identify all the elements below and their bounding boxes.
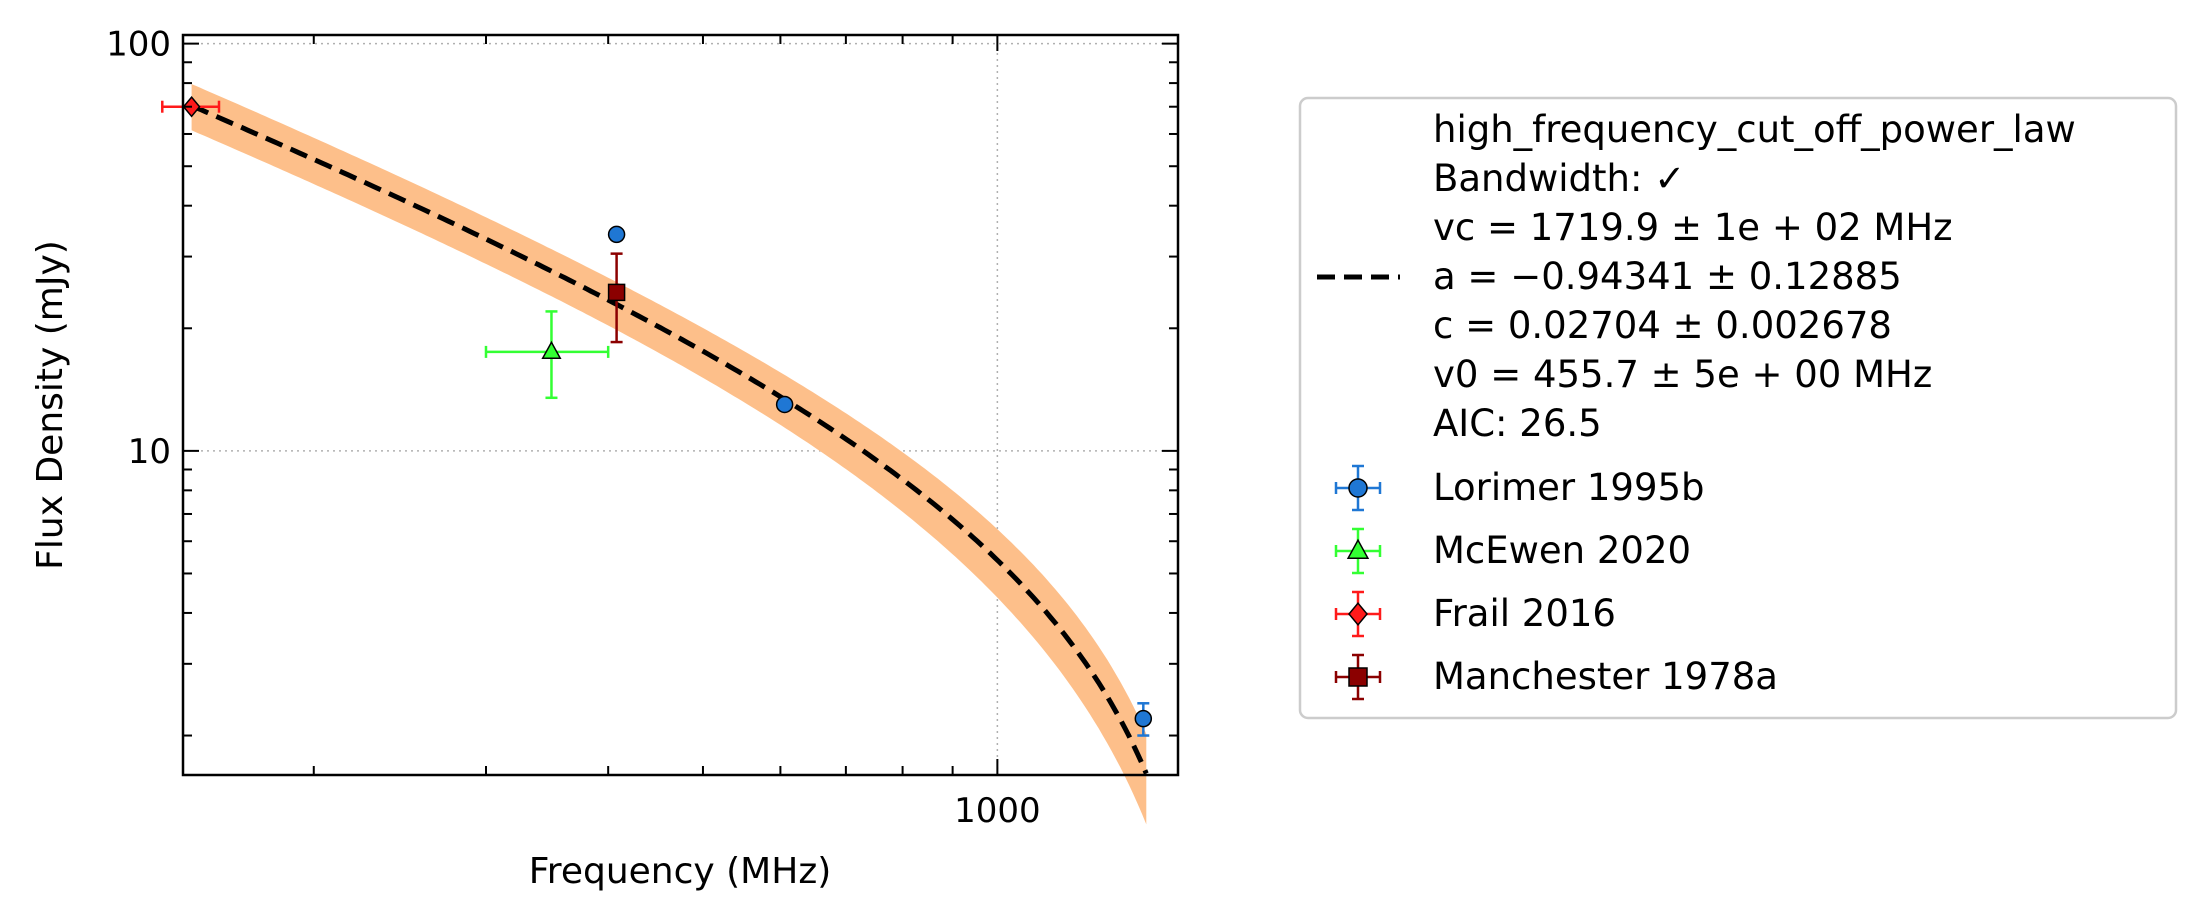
legend-frail-2016-label: Frail 2016	[1433, 592, 1616, 635]
legend-frail-2016-marker	[1348, 602, 1368, 626]
legend-fit-label-line: v0 = 455.7 ± 5e + 00 MHz	[1433, 353, 1932, 396]
legend-fit-label-line: AIC: 26.5	[1433, 402, 1602, 445]
manchester-1978a-point	[607, 283, 626, 302]
legend-fit-label-line: c = 0.02704 ± 0.002678	[1433, 304, 1892, 347]
legend-fit-label-line: a = −0.94341 ± 0.12885	[1433, 255, 1902, 298]
data-points	[161, 95, 1153, 737]
y-tick-label: 100	[106, 25, 171, 65]
lorimer-1995b-point	[607, 225, 626, 244]
plot-frame	[181, 33, 1180, 777]
x-tick-label: 1000	[954, 791, 1041, 831]
grid-lines	[183, 35, 1178, 775]
legend-mcewen-2020-label: McEwen 2020	[1433, 529, 1691, 572]
y-axis-title: Flux Density (mJy)	[30, 240, 71, 570]
y-tick-label: 10	[128, 432, 171, 472]
legend-lorimer-1995b-label: Lorimer 1995b	[1433, 466, 1705, 509]
mcewen-2020-point	[541, 340, 562, 360]
lorimer-1995b-point	[1134, 709, 1153, 728]
fit-curve	[190, 103, 1149, 775]
fit-band-area	[191, 84, 1147, 825]
legend-fit-label-line: vc = 1719.9 ± 1e + 02 MHz	[1433, 206, 1953, 249]
legend-manchester-1978a-marker	[1348, 667, 1368, 687]
legend-lorimer-1995b-marker	[1348, 478, 1368, 498]
fit-line	[190, 103, 1149, 775]
legend-fit-label-line: Bandwidth: ✓	[1433, 157, 1685, 200]
legend-mcewen-2020-marker	[1346, 538, 1370, 559]
fit-uncertainty-band	[191, 84, 1147, 825]
legend-fit-label-line: high_frequency_cut_off_power_law	[1433, 108, 2076, 151]
legend-frame	[1298, 96, 2178, 720]
lorimer-1995b-point	[775, 395, 794, 414]
legend: high_frequency_cut_off_power_law Bandwidt…	[1298, 96, 2178, 720]
x-axis-title: Frequency (MHz)	[529, 851, 832, 892]
legend-manchester-1978a-label: Manchester 1978a	[1433, 655, 1778, 698]
axis-ticks: 1000 10 100	[106, 25, 1178, 831]
